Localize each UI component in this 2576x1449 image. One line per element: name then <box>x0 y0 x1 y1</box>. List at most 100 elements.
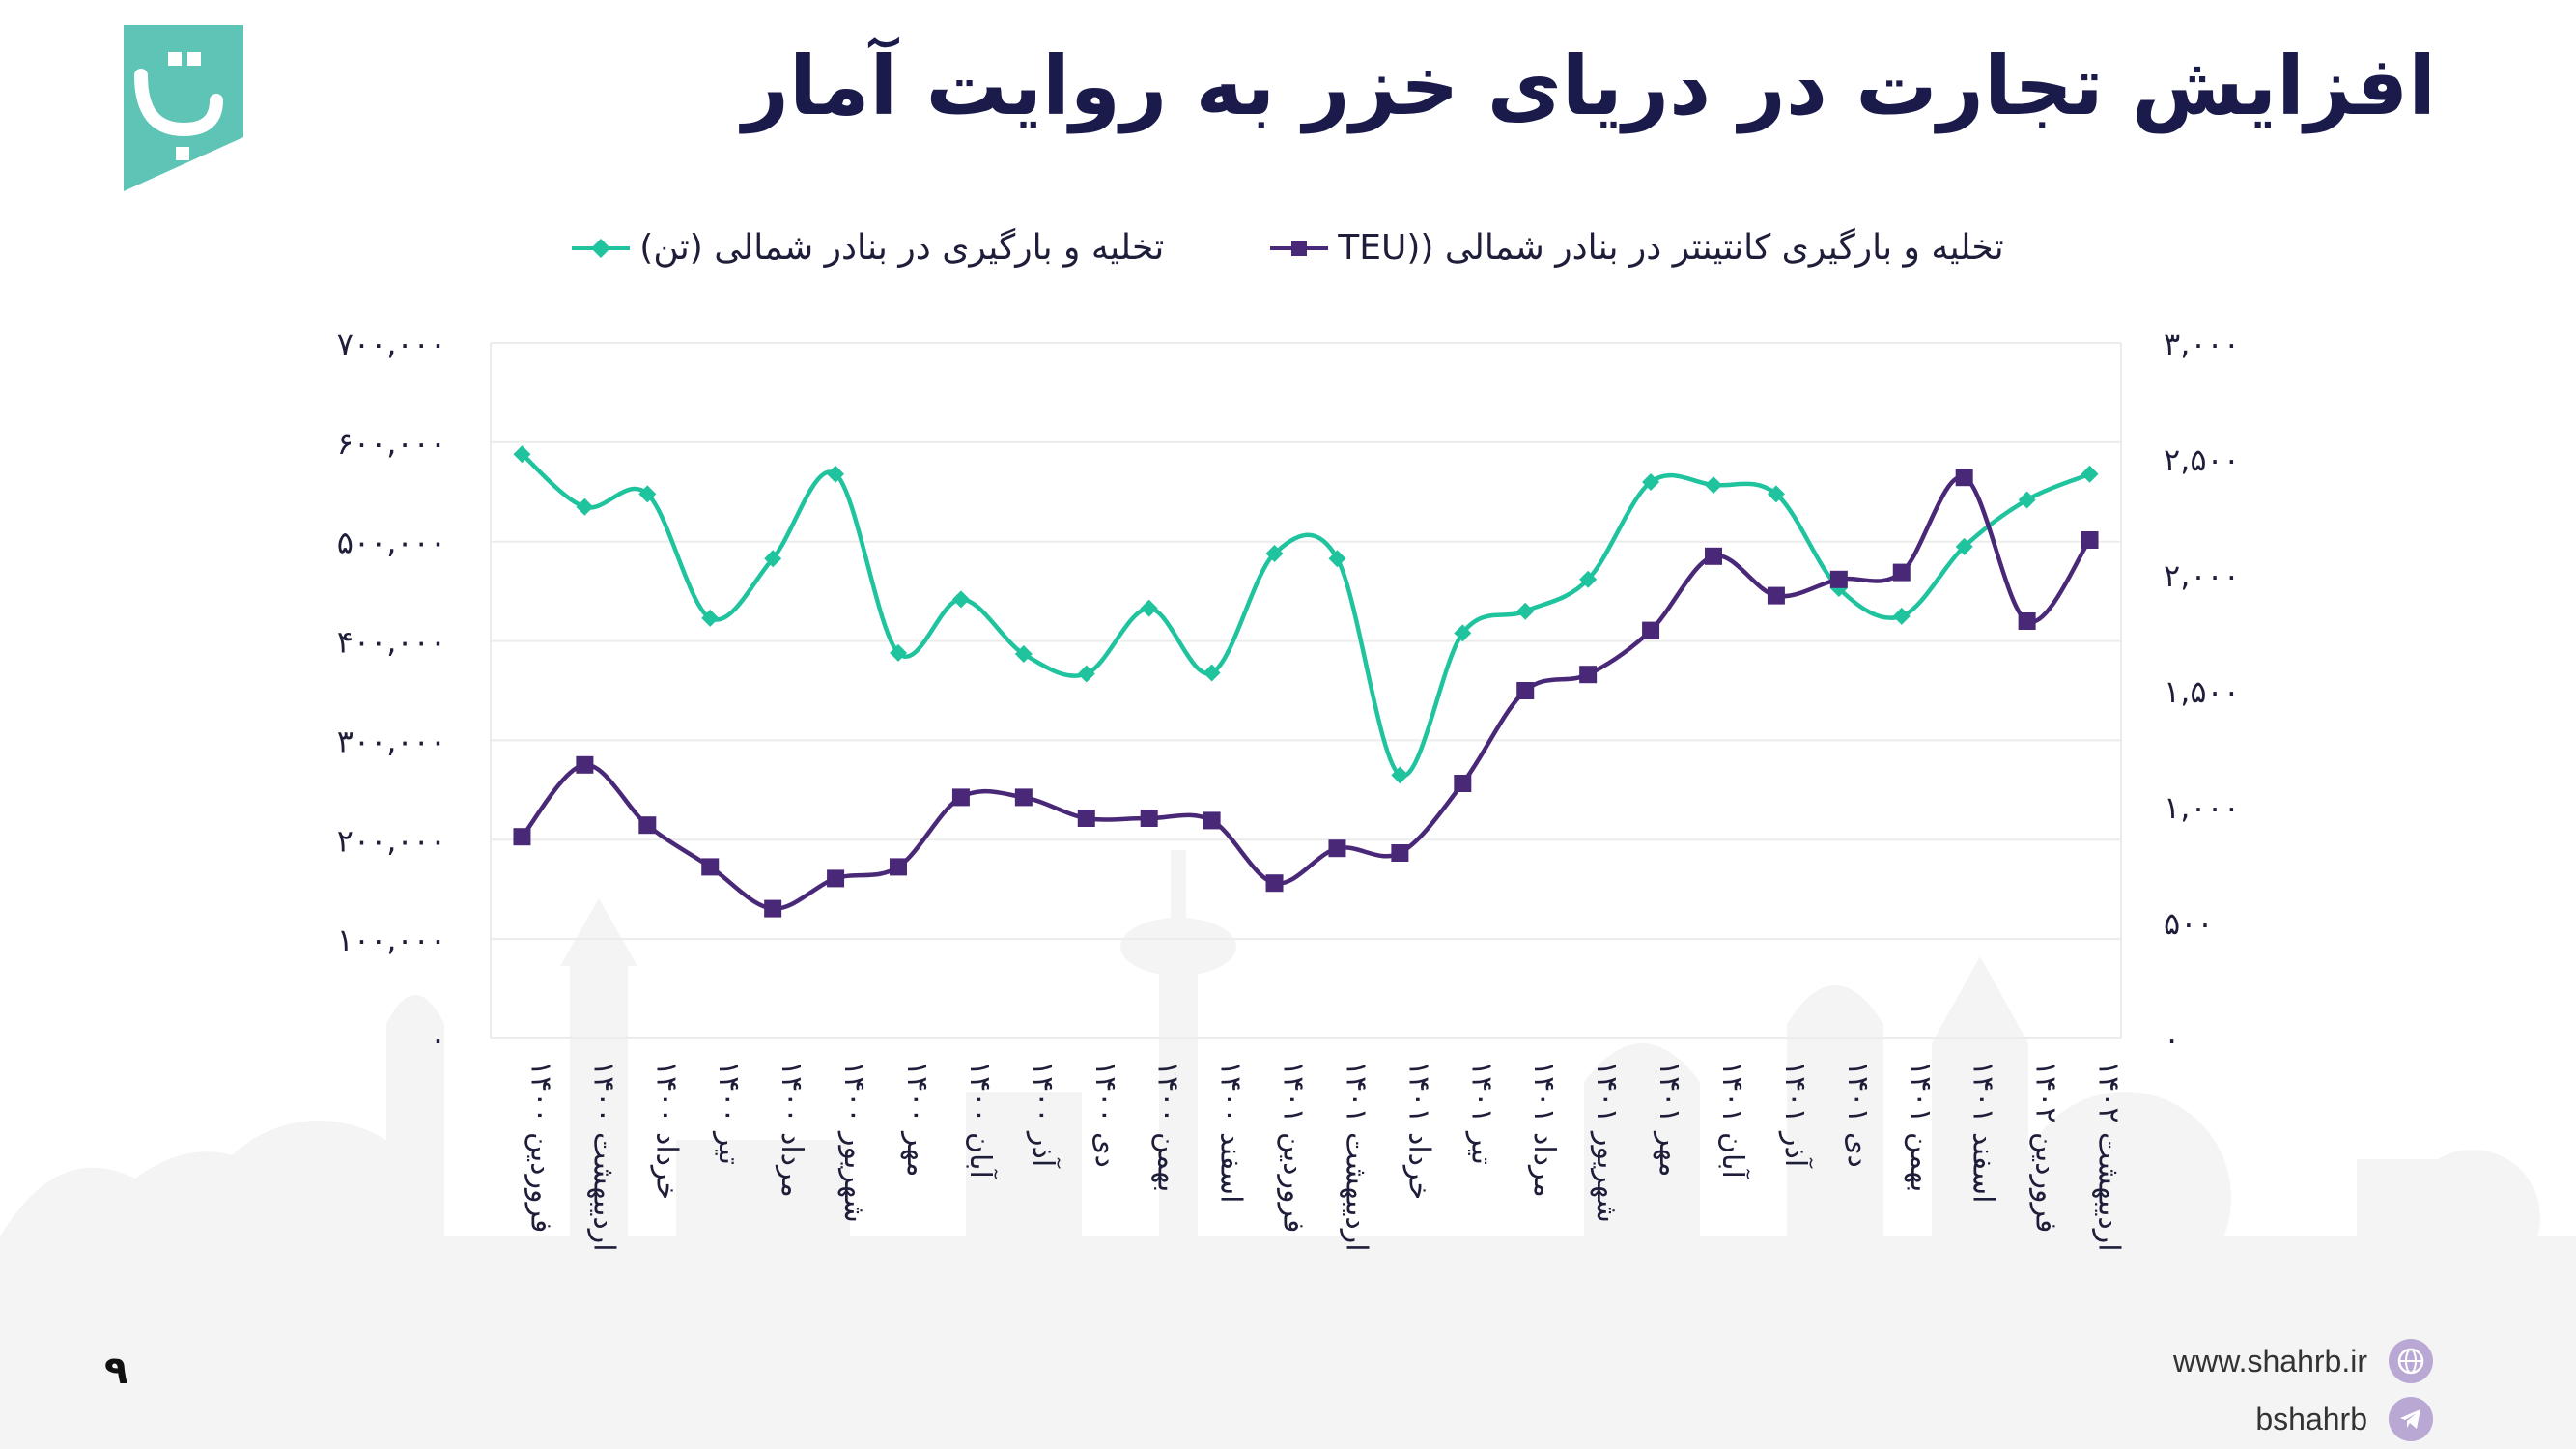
teu-data-point <box>951 788 970 807</box>
teu-data-point <box>764 899 782 918</box>
category-tick-label: آبان ۱۴۰۱ <box>1715 1061 1750 1180</box>
ton-data-point <box>1077 665 1095 683</box>
ton-data-point <box>1140 599 1158 617</box>
category-tick-label: تیر ۱۴۰۱ <box>1464 1061 1498 1165</box>
right-axis-tick-label: ۳,۰۰۰ <box>2164 326 2240 362</box>
ton-data-point <box>764 550 782 568</box>
left-axis-tick-label: ۶۰۰,۰۰۰ <box>337 425 446 462</box>
ton-data-point <box>2018 491 2036 509</box>
page-title: افزایش تجارت در دریای خزر به روایت آمار <box>742 39 2436 133</box>
series-line-ton <box>520 452 2091 779</box>
category-tick-label: بهمن ۱۴۰۱ <box>1904 1061 1938 1192</box>
left-axis-tick-label: ۴۰۰,۰۰۰ <box>337 624 446 661</box>
chart-legend: تخلیه و بارگیری کانتینتر در بنادر شمالی … <box>0 228 2576 268</box>
teu-data-point <box>513 828 531 846</box>
telegram-link[interactable]: bshahrb <box>2255 1397 2433 1441</box>
category-tick-label: شهریور ۱۴۰۰ <box>837 1061 871 1223</box>
teu-data-point <box>827 869 845 888</box>
right-axis-tick-label: ۲,۵۰۰ <box>2164 441 2240 478</box>
teu-data-point <box>576 755 594 774</box>
teu-data-point <box>1265 874 1284 893</box>
right-axis-tick-label: ۱,۵۰۰ <box>2164 673 2240 710</box>
teu-data-point <box>1391 844 1409 862</box>
teu-data-point <box>1077 810 1095 827</box>
legend-label-teu: تخلیه و بارگیری کانتینتر در بنادر شمالی … <box>1338 228 2004 268</box>
ton-data-point <box>1892 607 1911 625</box>
right-axis-tick-label: ۱,۰۰۰ <box>2164 789 2240 826</box>
legend-label-ton: تخلیه و بارگیری در بنادر شمالی (تن) <box>639 228 1165 268</box>
legend-square-marker <box>1270 240 1329 256</box>
category-tick-label: آذر ۱۴۰۱ <box>1778 1061 1813 1169</box>
ton-data-point <box>1328 550 1346 568</box>
ton-data-point <box>513 445 531 464</box>
category-tick-label: فروردین ۱۴۰۱ <box>1277 1061 1311 1233</box>
ton-data-point <box>1579 570 1598 588</box>
teu-data-point <box>890 858 907 876</box>
ton-data-point <box>827 465 845 483</box>
website-link[interactable]: www.shahrb.ir <box>2173 1339 2433 1383</box>
ton-data-point <box>638 485 657 503</box>
category-tick-label: اسفند ۱۴۰۱ <box>1967 1061 2000 1203</box>
teu-data-point <box>1705 547 1722 565</box>
category-tick-label: دی ۱۴۰۰ <box>1089 1061 1122 1168</box>
teu-data-point <box>1579 666 1598 684</box>
website-text[interactable]: www.shahrb.ir <box>2173 1343 2367 1378</box>
left-axis-tick-label: ۱۰۰,۰۰۰ <box>337 922 446 958</box>
category-tick-label: تیر ۱۴۰۰ <box>712 1061 746 1165</box>
ton-data-point <box>1391 766 1409 784</box>
teu-data-point <box>1955 469 1973 487</box>
left-axis-tick-label: ۲۰۰,۰۰۰ <box>337 822 446 859</box>
teu-data-point <box>1642 621 1660 639</box>
category-tick-label: مرداد ۱۴۰۱ <box>1527 1061 1561 1198</box>
category-tick-label: شهریور ۱۴۰۱ <box>1590 1061 1624 1223</box>
legend-item-ton: تخلیه و بارگیری در بنادر شمالی (تن) <box>572 228 1164 268</box>
ton-data-point <box>890 643 907 662</box>
left-axis-tick-label: ۰ <box>430 1021 446 1058</box>
teu-data-point <box>701 858 720 876</box>
category-tick-label: اردیبهشت ۱۴۰۲ <box>2092 1061 2126 1252</box>
teu-data-point <box>1892 563 1911 582</box>
category-tick-label: مهر ۱۴۰۱ <box>1653 1061 1686 1177</box>
ton-data-point <box>1705 476 1722 495</box>
teu-data-point <box>1140 810 1158 827</box>
right-axis-tick-label: ۵۰۰ <box>2164 905 2214 942</box>
ton-data-point <box>1203 664 1221 682</box>
left-axis-tick-label: ۳۰۰,۰۰۰ <box>337 723 446 759</box>
category-tick-label: خرداد ۱۴۰۰ <box>649 1061 683 1200</box>
ton-data-point <box>1516 602 1535 620</box>
ton-data-point <box>576 497 594 516</box>
telegram-text[interactable]: bshahrb <box>2255 1401 2367 1436</box>
category-tick-label: دی ۱۴۰۱ <box>1841 1061 1875 1168</box>
teu-data-point <box>2018 612 2036 630</box>
teu-data-point <box>2081 531 2099 549</box>
ton-data-point <box>1014 644 1033 663</box>
right-axis-tick-label: ۰ <box>2164 1021 2180 1058</box>
category-tick-label: فروردین ۱۴۰۲ <box>2029 1061 2063 1233</box>
teu-data-point <box>1454 775 1472 792</box>
category-tick-label: فروردین ۱۴۰۰ <box>524 1061 557 1233</box>
left-axis-tick-label: ۷۰۰,۰۰۰ <box>337 326 446 362</box>
teu-data-point <box>1516 682 1535 699</box>
category-tick-label: اسفند ۱۴۰۰ <box>1214 1061 1248 1203</box>
ton-data-point <box>2081 465 2099 483</box>
category-tick-label: بهمن ۱۴۰۰ <box>1151 1061 1185 1192</box>
legend-diamond-marker <box>572 238 631 258</box>
ton-data-point <box>701 609 720 627</box>
teu-data-point <box>1328 839 1346 858</box>
category-tick-label: اردیبهشت ۱۴۰۱ <box>1339 1061 1373 1252</box>
right-axis-tick-label: ۲,۰۰۰ <box>2164 557 2240 594</box>
ton-data-point <box>951 590 970 609</box>
globe-icon <box>2389 1339 2433 1383</box>
teu-data-point <box>638 816 657 835</box>
legend-item-teu: تخلیه و بارگیری کانتینتر در بنادر شمالی … <box>1270 228 2004 268</box>
shahrb-logo <box>124 25 243 191</box>
category-tick-label: مهر ۱۴۰۰ <box>900 1061 934 1177</box>
page-number: ۹ <box>104 1349 128 1393</box>
ton-data-point <box>1454 624 1472 642</box>
teu-data-point <box>1767 586 1785 605</box>
category-tick-label: مرداد ۱۴۰۰ <box>775 1061 808 1198</box>
teu-data-point <box>1203 811 1221 830</box>
telegram-icon <box>2389 1397 2433 1441</box>
